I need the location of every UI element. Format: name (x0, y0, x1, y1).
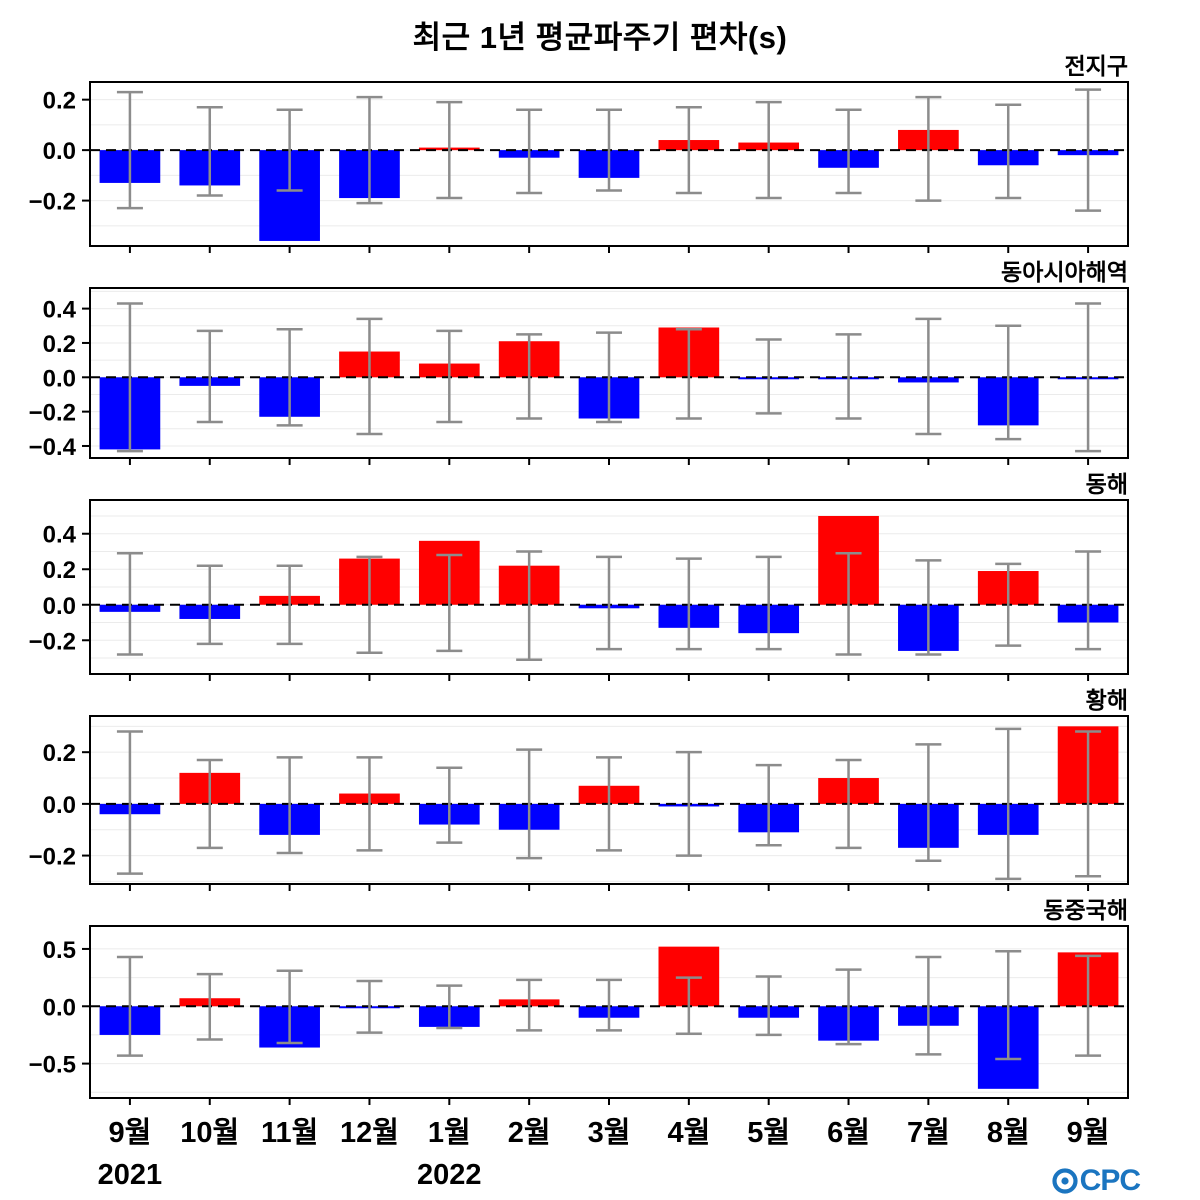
svg-text:0.2: 0.2 (43, 88, 76, 115)
svg-text:0.5: 0.5 (43, 937, 76, 964)
svg-text:11월: 11월 (261, 1116, 318, 1149)
svg-text:0.0: 0.0 (43, 365, 76, 392)
panel-east-asia-seas-title: 동아시아해역 (1001, 259, 1128, 285)
svg-text:1월: 1월 (428, 1116, 471, 1149)
panel-yellow-sea-plot: 0.2 0.0 −0.2 (29, 715, 1129, 891)
page-title: 최근 1년 평균파주기 편차(s) (412, 20, 788, 55)
svg-text:2월: 2월 (508, 1116, 551, 1149)
svg-text:9월: 9월 (109, 1116, 152, 1149)
svg-text:0.0: 0.0 (43, 138, 76, 165)
ocpc-logo-text: CPC (1079, 1164, 1141, 1197)
svg-text:−0.5: −0.5 (29, 1052, 76, 1079)
panel-east-china-sea: 동중국해 0.5 0.0 −0.5 (0, 894, 1200, 1108)
svg-text:0.4: 0.4 (43, 522, 77, 549)
x-axis: 9월 10월 11월 12월 1월 2월 3월 4월 5월 6월 7월 8월 9월 2021 2022 (98, 1116, 1110, 1191)
svg-text:−0.2: −0.2 (29, 189, 76, 216)
ocpc-logo-ring-icon (1052, 1168, 1078, 1194)
svg-text:7월: 7월 (907, 1116, 950, 1149)
svg-text:−0.2: −0.2 (29, 400, 76, 427)
svg-text:2022: 2022 (417, 1159, 482, 1191)
panel-east-sea-title: 동해 (1085, 471, 1128, 497)
svg-text:2021: 2021 (98, 1159, 163, 1191)
svg-text:−0.4: −0.4 (29, 434, 77, 461)
svg-text:9월: 9월 (1067, 1116, 1110, 1149)
svg-text:−0.2: −0.2 (29, 628, 76, 655)
svg-text:0.4: 0.4 (43, 297, 77, 324)
svg-text:0.0: 0.0 (43, 593, 76, 620)
svg-text:3월: 3월 (588, 1116, 631, 1149)
svg-text:10월: 10월 (180, 1116, 239, 1149)
ocpc-logo: CPC (1051, 1164, 1141, 1198)
svg-text:6월: 6월 (827, 1116, 870, 1149)
svg-text:5월: 5월 (747, 1116, 790, 1149)
panel-east-china-sea-plot: 0.5 0.0 −0.5 (29, 925, 1129, 1105)
svg-text:8월: 8월 (987, 1116, 1030, 1149)
panel-east-asia-seas-plot: 0.4 0.2 0.0 −0.2 −0.4 (29, 287, 1129, 465)
panel-east-china-sea-title: 동중국해 (1043, 897, 1128, 923)
panel-east-sea: 동해 0.4 0.2 0.0 −0.2 (0, 468, 1200, 684)
panel-yellow-sea: 황해 0.2 0.0 −0.2 (0, 684, 1200, 894)
svg-text:0.2: 0.2 (43, 740, 76, 767)
panel-global-plot: 0.2 0.0 −0.2 (29, 81, 1129, 253)
svg-text:0.2: 0.2 (43, 331, 76, 358)
svg-text:4월: 4월 (667, 1116, 710, 1149)
panel-yellow-sea-title: 황해 (1085, 687, 1128, 713)
panel-east-asia-seas: 동아시아해역 0.4 0.2 0.0 −0.2 −0.4 (0, 256, 1200, 468)
panel-global: 전지구 0.2 0.0 −0.2 (0, 50, 1200, 256)
svg-text:0.0: 0.0 (43, 994, 76, 1021)
svg-text:0.0: 0.0 (43, 792, 76, 819)
svg-text:12월: 12월 (340, 1116, 399, 1149)
svg-text:0.2: 0.2 (43, 557, 76, 584)
svg-text:−0.2: −0.2 (29, 844, 76, 871)
panel-east-sea-plot: 0.4 0.2 0.0 −0.2 (29, 499, 1129, 681)
panel-global-title: 전지구 (1064, 53, 1128, 79)
